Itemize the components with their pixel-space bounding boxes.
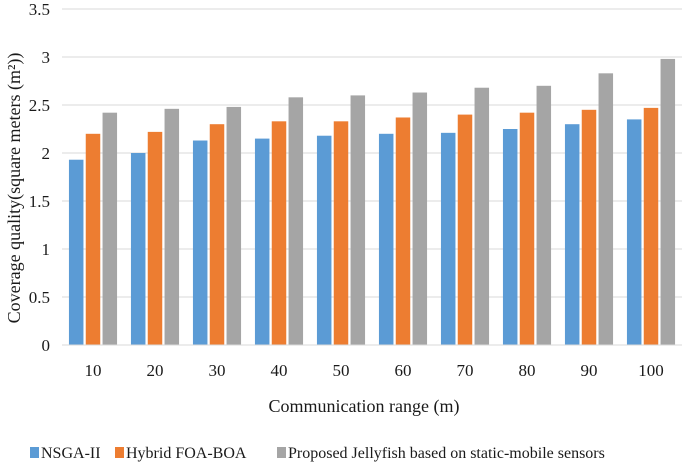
bars xyxy=(68,58,676,346)
x-tick-label: 50 xyxy=(333,361,350,380)
bar-nsga-ii-90 xyxy=(564,124,580,345)
y-tick-label: 0.5 xyxy=(29,288,50,307)
bar-proposed-jellyfish-based-on-static-mobile-sensors-10 xyxy=(102,112,118,346)
x-tick-label: 30 xyxy=(209,361,226,380)
y-tick-label: 1 xyxy=(42,240,51,259)
bar-hybrid-foa-boa-100 xyxy=(643,107,659,345)
x-tick-label: 10 xyxy=(85,361,102,380)
y-tick-label: 1.5 xyxy=(29,192,50,211)
legend-label: Hybrid FOA-BOA xyxy=(126,445,247,462)
legend-label: NSGA-II xyxy=(41,445,101,462)
bar-hybrid-foa-boa-60 xyxy=(395,117,411,345)
y-tick-label: 3 xyxy=(42,48,51,67)
bar-proposed-jellyfish-based-on-static-mobile-sensors-20 xyxy=(164,108,180,345)
legend-label: Proposed Jellyfish based on static-mobil… xyxy=(288,445,605,462)
bar-proposed-jellyfish-based-on-static-mobile-sensors-40 xyxy=(288,97,304,345)
y-axis-title: Coverage quality(square meters (m²)) xyxy=(4,53,25,324)
x-tick-label: 20 xyxy=(147,361,164,380)
bar-hybrid-foa-boa-50 xyxy=(333,121,349,345)
bar-hybrid-foa-boa-70 xyxy=(457,114,473,345)
bar-proposed-jellyfish-based-on-static-mobile-sensors-70 xyxy=(474,87,490,345)
bar-hybrid-foa-boa-40 xyxy=(271,121,287,345)
bar-nsga-ii-60 xyxy=(378,133,394,345)
x-tick-label: 70 xyxy=(457,361,474,380)
bar-proposed-jellyfish-based-on-static-mobile-sensors-30 xyxy=(226,106,242,345)
bar-nsga-ii-30 xyxy=(192,140,208,345)
bar-hybrid-foa-boa-20 xyxy=(147,131,163,345)
x-tick-label: 100 xyxy=(638,361,664,380)
x-tick-label: 40 xyxy=(271,361,288,380)
y-tick-label: 2 xyxy=(42,144,51,163)
bar-hybrid-foa-boa-10 xyxy=(85,133,101,345)
legend-swatch xyxy=(115,447,124,458)
bar-proposed-jellyfish-based-on-static-mobile-sensors-80 xyxy=(536,85,552,346)
x-tick-label: 80 xyxy=(519,361,536,380)
x-tick-labels: 10 20 30 40 50 60 70 80 90 100 xyxy=(85,361,664,380)
bar-nsga-ii-20 xyxy=(130,153,146,345)
y-tick-labels: 0 0.5 1 1.5 2 2.5 3 3.5 xyxy=(29,0,50,355)
y-tick-label: 0 xyxy=(42,336,51,355)
bar-hybrid-foa-boa-90 xyxy=(581,109,597,345)
bar-nsga-ii-100 xyxy=(626,119,642,346)
x-tick-label: 60 xyxy=(395,361,412,380)
bar-proposed-jellyfish-based-on-static-mobile-sensors-90 xyxy=(598,73,614,345)
bar-nsga-ii-10 xyxy=(68,159,84,345)
bar-nsga-ii-50 xyxy=(316,135,332,345)
bar-nsga-ii-40 xyxy=(254,138,270,345)
bar-hybrid-foa-boa-30 xyxy=(209,124,225,345)
legend-swatch xyxy=(30,447,39,458)
y-tick-label: 3.5 xyxy=(29,0,50,19)
x-tick-label: 90 xyxy=(581,361,598,380)
bar-proposed-jellyfish-based-on-static-mobile-sensors-60 xyxy=(412,92,428,346)
legend: NSGA-II Hybrid FOA-BOA Proposed Jellyfish … xyxy=(30,445,605,462)
bar-proposed-jellyfish-based-on-static-mobile-sensors-50 xyxy=(350,95,366,346)
legend-swatch xyxy=(277,447,286,458)
bar-nsga-ii-80 xyxy=(502,129,518,345)
x-axis-title: Communication range (m) xyxy=(269,396,460,417)
bar-nsga-ii-70 xyxy=(440,132,456,345)
y-tick-label: 2.5 xyxy=(29,96,50,115)
bar-hybrid-foa-boa-80 xyxy=(519,112,535,346)
bar-proposed-jellyfish-based-on-static-mobile-sensors-100 xyxy=(660,58,676,346)
